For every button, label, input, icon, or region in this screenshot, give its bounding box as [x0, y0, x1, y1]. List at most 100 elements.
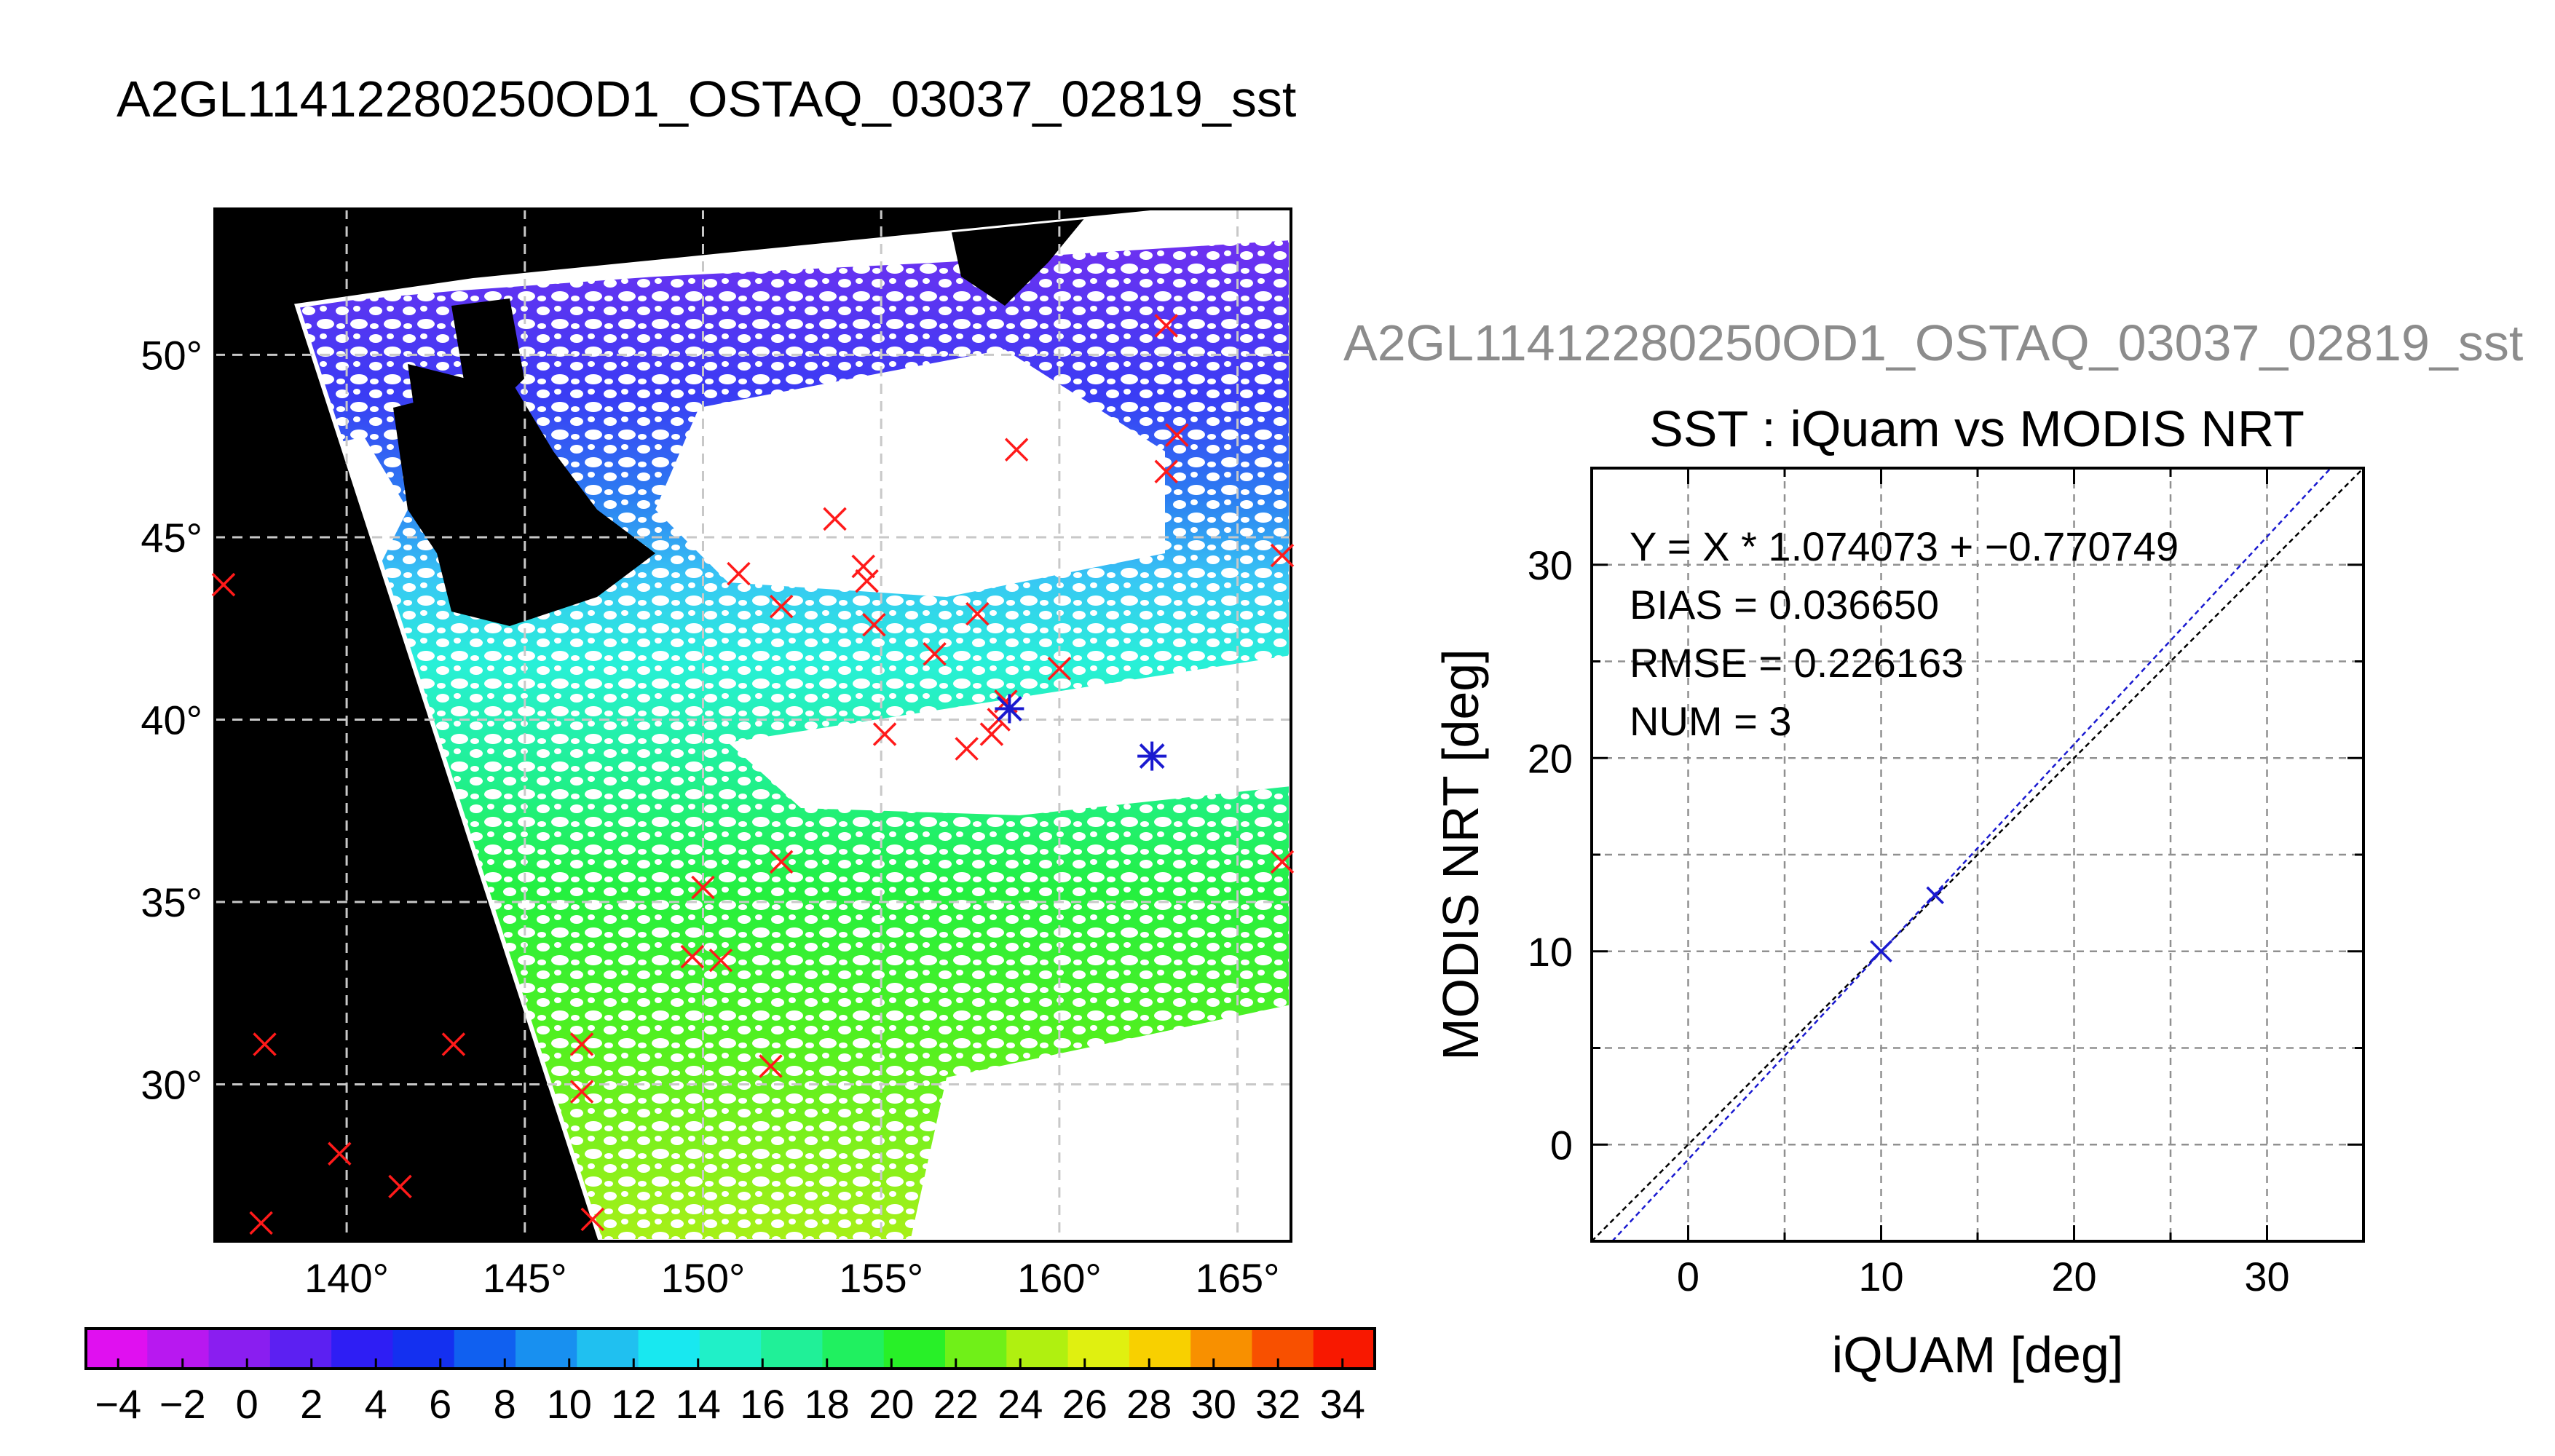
map-lon-label: 160°	[1017, 1255, 1102, 1301]
insitu-marker	[1270, 543, 1295, 568]
sst-map: 140° 145° 150° 155° 160° 165° 50° 45° 40° 35° 30°	[141, 207, 1295, 1301]
map-lon-labels: 140° 145° 150° 155° 160° 165°	[304, 1255, 1279, 1301]
insitu-marker	[1154, 314, 1178, 338]
colorbar-label: 2	[300, 1381, 323, 1427]
colorbar-label: 28	[1126, 1381, 1172, 1427]
scatter-point	[1926, 886, 1944, 904]
colorbar-cell	[269, 1329, 332, 1369]
colorbar-cell	[761, 1329, 824, 1369]
x-axis-label: iQUAM [deg]	[1832, 1326, 2124, 1383]
y-axis-label: MODIS NRT [deg]	[1432, 649, 1489, 1060]
colorbar: −4 −2 0 2 4 6 8 10 12 14 16 18 20 22 24 26 28 30 32 34	[84, 1327, 1376, 1427]
colorbar-cell	[699, 1329, 762, 1369]
insitu-marker	[253, 1032, 277, 1056]
cloud-region	[655, 349, 1165, 597]
x-tick-label: 30	[2244, 1254, 2289, 1299]
matched-marker	[995, 694, 1024, 724]
insitu-marker	[851, 554, 875, 579]
colorbar-label: 8	[494, 1381, 516, 1427]
matched-markers	[995, 694, 1167, 771]
cloud-region	[910, 1005, 1291, 1241]
stats-annotations: Y = X * 1.074073 + −0.770749 BIAS = 0.03…	[1630, 523, 2179, 744]
colorbar-label: 22	[933, 1381, 979, 1427]
insitu-marker	[249, 1211, 273, 1235]
colorbar-label: 16	[740, 1381, 785, 1427]
colorbar-cell	[392, 1329, 455, 1369]
bias-text: BIAS = 0.036650	[1630, 582, 1939, 628]
insitu-marker	[769, 594, 794, 619]
insitu-marker	[855, 569, 879, 593]
map-lon-label: 155°	[839, 1255, 923, 1301]
main-title: A2GL11412280250OD1_OSTAQ_03037_02819_sst	[117, 71, 1296, 127]
colorbar-cell	[577, 1329, 639, 1369]
map-lat-labels: 50° 45° 40° 35° 30°	[141, 332, 202, 1107]
colorbar-label: 24	[998, 1381, 1043, 1427]
y-tick-label: 30	[1528, 542, 1573, 588]
insitu-marker	[328, 1142, 352, 1166]
insitu-marker	[569, 1032, 594, 1056]
land-mass	[947, 209, 1092, 306]
colorbar-cell	[1006, 1329, 1069, 1369]
insitu-marker	[872, 722, 897, 746]
identity-line	[1591, 467, 2364, 1242]
insitu-marker	[955, 737, 979, 761]
insitu-marker	[1047, 657, 1072, 681]
colorbar-cell	[147, 1329, 210, 1369]
colorbar-cell	[331, 1329, 394, 1369]
colorbar-cell	[1067, 1329, 1130, 1369]
insitu-marker	[569, 1080, 594, 1104]
insitu-marker	[1270, 850, 1295, 874]
x-tick-label: 10	[1858, 1254, 1903, 1299]
rmse-text: RMSE = 0.226163	[1630, 640, 1964, 686]
colorbar-label: 26	[1062, 1381, 1107, 1427]
y-tick-label: 10	[1528, 929, 1573, 975]
map-lat-label: 40°	[141, 697, 202, 743]
insitu-marker	[680, 944, 705, 969]
colorbar-cell	[1252, 1329, 1314, 1369]
map-lon-label: 150°	[661, 1255, 746, 1301]
colorbar-label: 0	[236, 1381, 258, 1427]
colorbar-label: −2	[159, 1381, 206, 1427]
colorbar-cell	[516, 1329, 577, 1369]
y-tick-label: 0	[1550, 1122, 1573, 1168]
colorbar-label: 34	[1320, 1381, 1365, 1427]
colorbar-label: 14	[676, 1381, 721, 1427]
matched-marker	[1137, 741, 1167, 771]
insitu-marker	[441, 1032, 466, 1056]
insitu-marker	[1154, 459, 1178, 484]
num-text: NUM = 3	[1630, 698, 1792, 744]
colorbar-frame	[84, 1327, 1376, 1370]
colorbar-cell	[1313, 1329, 1375, 1369]
colorbar-label: 30	[1191, 1381, 1236, 1427]
insitu-marker	[211, 572, 236, 597]
map-grid	[215, 209, 1291, 1241]
cloud-region	[728, 655, 1291, 815]
insitu-marker	[965, 601, 990, 626]
colorbar-labels: −4 −2 0 2 4 6 8 10 12 14 16 18 20 22 24 26 28 30 32 34	[95, 1358, 1365, 1427]
scatter-subtitle: A2GL11412280250OD1_OSTAQ_03037_02819_sst	[1343, 314, 2523, 371]
colorbar-label: 18	[805, 1381, 850, 1427]
insitu-marker	[759, 1054, 783, 1078]
colorbar-cell	[945, 1329, 1007, 1369]
colorbar-label: 20	[869, 1381, 914, 1427]
regression-equation: Y = X * 1.074073 + −0.770749	[1630, 523, 2179, 569]
colorbar-label: 4	[365, 1381, 387, 1427]
map-lat-label: 35°	[141, 879, 202, 925]
reference-lines	[1591, 467, 2364, 1242]
insitu-marker	[388, 1174, 412, 1199]
scatter-point	[1870, 940, 1892, 962]
colorbar-cell	[638, 1329, 700, 1369]
map-lat-label: 50°	[141, 332, 202, 378]
map-lon-label: 145°	[483, 1255, 567, 1301]
colorbar-cell	[1190, 1329, 1253, 1369]
colorbar-label: −4	[95, 1381, 141, 1427]
map-frame	[213, 207, 1292, 1243]
scatter-title: SST : iQuam vs MODIS NRT	[1649, 400, 2305, 457]
axis-ticks	[1592, 468, 2364, 1241]
insitu-marker	[769, 850, 794, 874]
y-tick-label: 20	[1528, 735, 1573, 781]
colorbar-cells	[86, 1329, 1375, 1369]
insitu-marker	[1165, 423, 1189, 447]
colorbar-cell	[86, 1329, 148, 1369]
colorbar-label: 32	[1255, 1381, 1300, 1427]
